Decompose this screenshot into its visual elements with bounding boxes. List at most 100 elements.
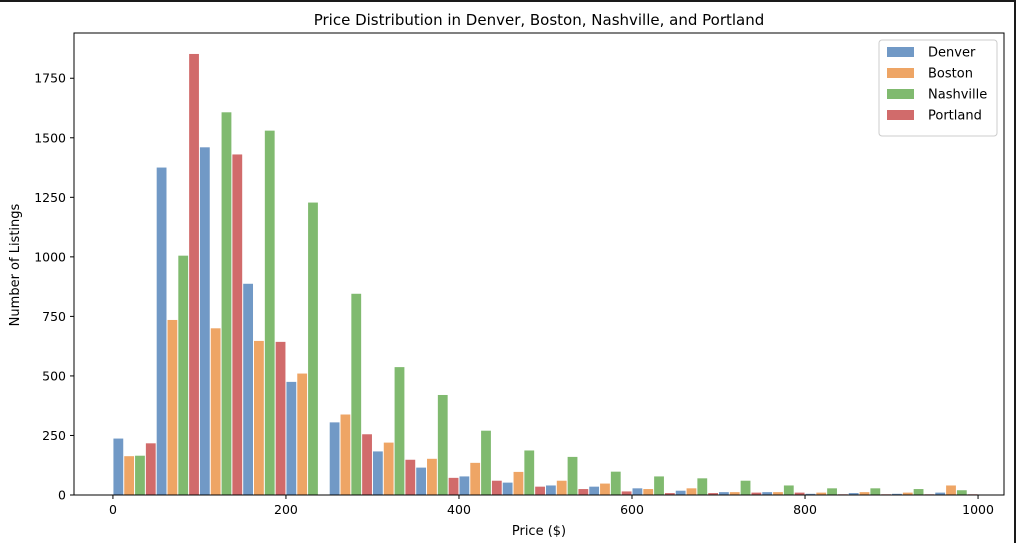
bar-boston-750 [773,492,783,495]
bar-boston-550 [600,483,610,495]
bar-nashville-250 [351,293,362,495]
bar-boston-300 [383,442,394,495]
bar-portland-650 [708,493,719,495]
bar-portland-550 [621,491,632,495]
axes-group: 0 200 400 600 800 1000 0 250 500 750 1000 1250 1500 1… [34,32,1005,517]
bar-denver-0 [113,438,124,495]
legend-label-denver: Denver [928,46,976,61]
bar-nashville-300 [394,367,405,495]
legend-label-portland: Portland [928,109,982,124]
legend-swatch-boston [887,68,914,78]
bar-portland-700 [751,492,762,495]
bar-nashville-0 [135,455,145,495]
bar-denver-400 [459,476,470,495]
bar-nashville-950 [956,490,967,495]
bar-nashville-800 [827,488,837,495]
bar-nashville-700 [740,480,751,495]
bar-boston-500 [556,480,567,495]
bar-portland-350 [448,477,459,495]
bar-boston-250 [340,414,351,495]
bar-boston-950 [946,485,956,495]
bar-portland-250 [362,434,372,495]
bar-nashville-450 [524,450,535,495]
bar-denver-200 [286,381,297,495]
bar-boston-850 [859,492,870,495]
bar-nashville-200 [308,202,318,495]
legend-label-nashville: Nashville [928,88,987,103]
y-tick-label: 0 [58,488,66,503]
x-tick-label: 1000 [962,502,994,517]
bar-denver-700 [719,492,729,495]
plot-area-border [73,32,1005,496]
bar-boston-350 [427,458,437,495]
bar-denver-850 [848,493,859,495]
bar-portland-0 [145,443,156,495]
bar-denver-50 [156,167,167,496]
bar-denver-550 [589,486,600,495]
y-tick-label: 750 [42,309,66,324]
bar-nashville-900 [913,489,924,495]
bar-boston-800 [816,492,827,495]
bar-boston-400 [470,462,481,495]
bar-denver-300 [372,451,383,495]
bar-denver-950 [935,492,946,495]
legend: Denver Boston Nashville Portland [878,39,998,137]
bar-nashville-100 [221,112,232,496]
bar-denver-650 [675,490,686,495]
bar-boston-100 [210,328,221,495]
bar-nashville-750 [783,485,794,495]
bar-boston-50 [167,319,178,495]
bar-portland-600 [664,493,675,495]
bar-nashville-350 [437,394,448,495]
x-tick-label: 800 [793,502,817,517]
bar-denver-500 [545,485,556,495]
y-tick-label: 500 [42,368,66,383]
bar-denver-250 [329,422,340,495]
bar-denver-150 [243,283,254,495]
bar-denver-350 [416,467,427,495]
bar-portland-450 [535,486,545,495]
bar-nashville-50 [178,255,189,495]
legend-swatch-denver [887,47,914,57]
bar-boston-200 [297,373,308,495]
x-tick-label: 400 [447,502,471,517]
x-tick-label: 600 [620,502,644,517]
bar-portland-750 [794,492,805,495]
bar-boston-700 [729,492,740,495]
y-tick-label: 1750 [34,71,66,86]
bar-nashville-650 [697,478,708,495]
bars-group [113,53,978,496]
bar-boston-450 [513,471,524,495]
bar-denver-750 [762,492,773,495]
bar-nashville-150 [264,130,275,495]
y-tick-label: 1250 [34,190,66,205]
y-tick-label: 250 [42,428,66,443]
legend-swatch-nashville [887,89,914,99]
bar-portland-500 [578,489,589,495]
x-tick-label: 200 [274,502,298,517]
y-tick-label: 1500 [34,130,66,145]
bar-denver-100 [199,147,210,495]
bar-boston-150 [254,340,264,495]
bar-denver-800 [805,493,816,495]
bar-portland-400 [491,480,502,495]
chart-title: Price Distribution in Denver, Boston, Na… [314,11,765,29]
legend-label-boston: Boston [928,67,973,82]
x-axis-label: Price ($) [512,524,566,539]
bar-nashville-550 [610,471,621,495]
bar-boston-0 [124,456,135,495]
bar-portland-150 [275,341,286,495]
bar-nashville-600 [654,476,664,495]
bar-denver-600 [632,488,643,495]
bar-denver-900 [892,493,902,495]
bar-boston-600 [643,489,654,495]
bar-nashville-400 [481,430,491,495]
bar-portland-50 [189,53,199,496]
bar-nashville-500 [567,456,578,495]
bar-portland-100 [232,154,243,495]
legend-swatch-portland [887,110,914,120]
bar-portland-300 [405,459,416,495]
y-tick-label: 1000 [34,249,66,264]
